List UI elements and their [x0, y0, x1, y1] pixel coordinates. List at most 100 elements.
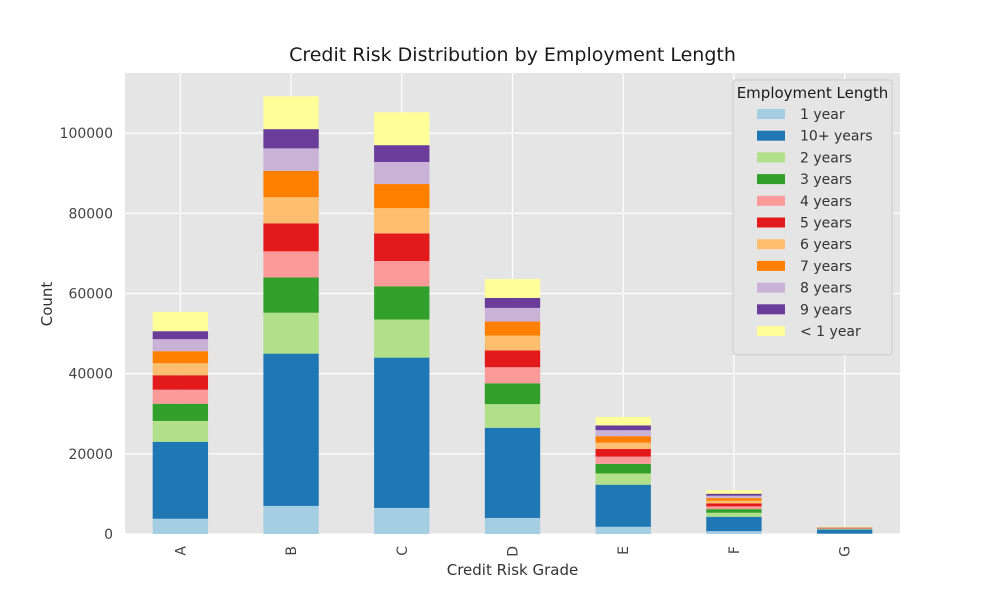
- bar-segment: [152, 403, 209, 421]
- bar-segment: [706, 516, 762, 532]
- bar-segment: [595, 463, 651, 474]
- bar-segment: [152, 518, 209, 534]
- bar-segment: [374, 319, 430, 358]
- bar-segment: [263, 251, 319, 278]
- legend-swatch: [757, 239, 785, 250]
- legend-swatch: [757, 282, 785, 293]
- legend-label: 5 years: [800, 216, 852, 232]
- legend-label: 2 years: [800, 150, 852, 166]
- legend-label: 3 years: [800, 172, 852, 188]
- y-tick-label: 100000: [60, 126, 113, 142]
- bar-segment: [706, 509, 762, 513]
- x-tick-label: D: [506, 546, 522, 557]
- bar-segment: [484, 427, 541, 518]
- bar-segment: [595, 473, 651, 485]
- bar-segment: [706, 506, 762, 510]
- x-tick-label: B: [284, 546, 300, 556]
- bar-segment: [374, 507, 430, 534]
- bar-segment: [706, 495, 762, 499]
- legend-label: 6 years: [800, 237, 852, 253]
- bar-segment: [706, 512, 762, 517]
- legend-swatch: [757, 195, 785, 206]
- bar-segment: [706, 490, 762, 494]
- legend-swatch: [757, 304, 785, 315]
- chart-title: Credit Risk Distribution by Employment L…: [289, 44, 736, 66]
- bar-segment: [706, 493, 762, 496]
- bar-segment: [263, 223, 319, 252]
- bar-segment: [595, 456, 651, 464]
- bar-segment: [595, 425, 651, 431]
- bar-segment: [152, 351, 209, 364]
- legend: Employment Length 1 year 10+ years 2 years 3…: [732, 79, 893, 356]
- bar-segment: [595, 484, 651, 527]
- x-tick-label: G: [838, 546, 854, 557]
- bar-segment: [595, 436, 651, 443]
- legend-label: 8 years: [800, 281, 852, 297]
- bar-segment: [152, 375, 209, 390]
- legend-label: 1 year: [800, 107, 845, 123]
- bar-segment: [706, 498, 762, 501]
- bar-segment: [484, 383, 541, 405]
- legend-swatch: [757, 109, 785, 119]
- bar-segment: [152, 441, 209, 519]
- legend-swatch: [757, 326, 785, 336]
- bar-segment: [263, 170, 319, 198]
- bar-segment: [595, 449, 651, 457]
- bar-segment: [374, 112, 430, 146]
- bar-segment: [595, 526, 651, 534]
- bar-segment: [484, 307, 541, 322]
- bar-segment: [484, 350, 541, 368]
- legend-label: 7 years: [800, 259, 852, 275]
- bar-segment: [595, 416, 651, 426]
- legend-swatch: [757, 174, 785, 185]
- bar-segment: [263, 353, 319, 506]
- legend-label: 4 years: [800, 194, 852, 210]
- bar-segment: [152, 420, 209, 442]
- bar-segment: [374, 286, 430, 320]
- bar-segment: [263, 505, 319, 534]
- x-tick-label: F: [727, 546, 743, 554]
- bar-segment: [484, 367, 541, 384]
- bar-segment: [706, 531, 762, 534]
- bar-segment: [374, 161, 430, 185]
- x-tick-label: C: [395, 546, 411, 556]
- bar-segment: [374, 145, 430, 162]
- bar-segment: [484, 321, 541, 336]
- bar-segment: [263, 148, 319, 171]
- bar-segment: [484, 279, 541, 298]
- legend-swatch: [757, 217, 785, 228]
- legend-label: < 1 year: [800, 324, 861, 340]
- bar-segment: [263, 277, 319, 313]
- y-tick-label: 20000: [68, 447, 113, 463]
- y-tick-label: 40000: [68, 367, 113, 383]
- bar-segment: [484, 404, 541, 428]
- bar-segment: [484, 517, 541, 534]
- bar-segment: [374, 261, 430, 287]
- bar-segment: [374, 233, 430, 262]
- x-axis-label: Credit Risk Grade: [446, 561, 579, 579]
- bar-segment: [152, 331, 209, 340]
- bar-segment: [152, 389, 209, 404]
- bar-segment: [374, 184, 430, 209]
- bar-segment: [152, 311, 209, 332]
- bar-segment: [706, 500, 762, 504]
- bar-segment: [263, 312, 319, 354]
- y-tick-label: 60000: [68, 286, 113, 302]
- y-tick-label: 80000: [68, 206, 113, 222]
- legend-swatch: [757, 152, 785, 163]
- bar-segment: [263, 96, 319, 130]
- legend-title: Employment Length: [737, 84, 889, 102]
- legend-swatch: [757, 130, 785, 141]
- bar-segment: [484, 335, 541, 351]
- bar-segment: [484, 297, 541, 308]
- legend-swatch: [757, 260, 785, 271]
- bar-segment: [152, 363, 209, 376]
- y-tick-label: 0: [104, 527, 113, 543]
- bar-segment: [374, 208, 430, 234]
- bar-segment: [263, 129, 319, 149]
- bar-segment: [816, 529, 873, 534]
- x-tick-label: A: [173, 546, 189, 556]
- legend-label: 9 years: [800, 302, 852, 318]
